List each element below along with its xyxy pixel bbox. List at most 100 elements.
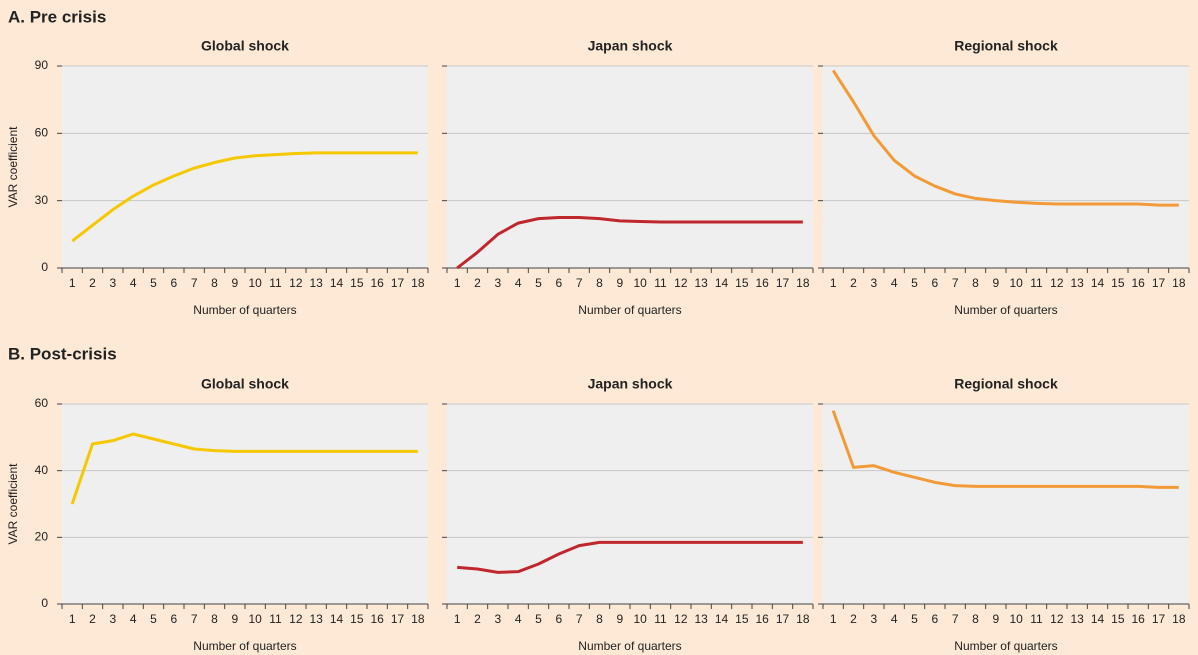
x-tick-label: 7 xyxy=(952,612,959,626)
x-tick-label: 1 xyxy=(454,612,461,626)
plot-area xyxy=(62,404,428,604)
x-tick-label: 11 xyxy=(1030,276,1043,290)
panel-title: Japan shock xyxy=(588,376,673,392)
x-tick-label: 12 xyxy=(674,276,688,290)
panel-title: Global shock xyxy=(201,38,289,54)
x-tick-label: 17 xyxy=(776,276,790,290)
x-tick-label: 6 xyxy=(931,612,938,626)
x-tick-label: 16 xyxy=(370,276,384,290)
section-title: A. Pre crisis xyxy=(8,7,106,26)
y-tick-label: 60 xyxy=(35,126,49,140)
y-tick-label: 60 xyxy=(35,396,49,410)
x-tick-label: 8 xyxy=(972,276,979,290)
x-tick-label: 8 xyxy=(211,276,218,290)
series-line xyxy=(831,69,1179,207)
x-tick-label: 17 xyxy=(391,612,405,626)
x-tick-label: 10 xyxy=(1009,276,1023,290)
x-tick-label: 14 xyxy=(1091,612,1105,626)
x-tick-label: 5 xyxy=(535,276,542,290)
x-tick-label: 18 xyxy=(796,276,810,290)
x-tick-label: 15 xyxy=(350,276,364,290)
x-tick-label: 10 xyxy=(1009,612,1023,626)
panel-title: Global shock xyxy=(201,376,289,392)
x-axis-label: Number of quarters xyxy=(193,639,296,653)
series-line xyxy=(70,432,418,505)
x-tick-label: 2 xyxy=(850,276,857,290)
x-tick-label: 13 xyxy=(1070,276,1084,290)
x-tick-label: 12 xyxy=(674,612,688,626)
x-tick-label: 8 xyxy=(596,612,603,626)
series-line xyxy=(71,151,418,243)
x-tick-label: 18 xyxy=(411,276,425,290)
x-tick-label: 6 xyxy=(170,612,177,626)
y-tick-label: 90 xyxy=(35,58,49,72)
x-tick-label: 18 xyxy=(411,612,425,626)
x-tick-label: 6 xyxy=(931,276,938,290)
x-tick-label: 1 xyxy=(830,276,837,290)
x-axis-label: Number of quarters xyxy=(954,639,1057,653)
x-tick-label: 4 xyxy=(891,612,898,626)
x-axis-label: Number of quarters xyxy=(578,303,681,317)
x-tick-label: 6 xyxy=(555,612,562,626)
x-tick-label: 6 xyxy=(555,276,562,290)
x-tick-label: 14 xyxy=(715,276,729,290)
x-tick-label: 3 xyxy=(494,276,501,290)
y-tick-label: 40 xyxy=(35,463,49,477)
x-tick-label: 9 xyxy=(616,612,623,626)
x-tick-label: 3 xyxy=(494,612,501,626)
x-tick-label: 7 xyxy=(952,276,959,290)
x-tick-label: 9 xyxy=(231,276,238,290)
x-tick-label: 10 xyxy=(633,612,647,626)
x-tick-label: 11 xyxy=(654,612,667,626)
x-tick-label: 11 xyxy=(654,276,667,290)
x-tick-label: 16 xyxy=(370,612,384,626)
x-tick-label: 3 xyxy=(109,276,116,290)
x-tick-label: 9 xyxy=(231,612,238,626)
x-axis-label: Number of quarters xyxy=(578,639,681,653)
plot-area xyxy=(823,404,1189,604)
x-tick-label: 11 xyxy=(1030,612,1043,626)
x-tick-label: 3 xyxy=(109,612,116,626)
x-tick-label: 17 xyxy=(1152,612,1166,626)
x-tick-label: 15 xyxy=(735,612,749,626)
x-tick-label: 8 xyxy=(972,612,979,626)
x-tick-label: 7 xyxy=(576,276,583,290)
x-tick-label: 3 xyxy=(870,612,877,626)
x-tick-label: 12 xyxy=(289,612,303,626)
x-tick-label: 10 xyxy=(248,276,262,290)
series-line xyxy=(457,540,803,574)
x-tick-label: 12 xyxy=(1050,612,1064,626)
x-tick-label: 7 xyxy=(191,276,198,290)
x-tick-label: 2 xyxy=(474,612,481,626)
plot-area xyxy=(447,404,813,604)
panel-title: Regional shock xyxy=(954,376,1058,392)
y-tick-label: 0 xyxy=(41,596,48,610)
x-tick-label: 7 xyxy=(191,612,198,626)
x-tick-label: 13 xyxy=(309,276,323,290)
x-tick-label: 1 xyxy=(454,276,461,290)
x-tick-label: 2 xyxy=(89,612,96,626)
x-tick-label: 4 xyxy=(515,276,522,290)
x-tick-label: 8 xyxy=(596,276,603,290)
x-tick-label: 15 xyxy=(735,276,749,290)
x-tick-label: 16 xyxy=(1131,612,1145,626)
x-tick-label: 4 xyxy=(130,612,137,626)
x-tick-label: 5 xyxy=(911,612,918,626)
x-tick-label: 9 xyxy=(992,276,999,290)
series-line xyxy=(831,410,1179,489)
x-tick-label: 1 xyxy=(69,276,76,290)
y-tick-label: 30 xyxy=(35,193,49,207)
x-tick-label: 9 xyxy=(992,612,999,626)
x-tick-label: 2 xyxy=(89,276,96,290)
x-tick-label: 14 xyxy=(330,276,344,290)
x-tick-label: 3 xyxy=(870,276,877,290)
x-tick-label: 18 xyxy=(796,612,810,626)
x-tick-label: 5 xyxy=(150,276,157,290)
x-axis-label: Number of quarters xyxy=(193,303,296,317)
x-tick-label: 2 xyxy=(850,612,857,626)
x-tick-label: 12 xyxy=(1050,276,1064,290)
x-tick-label: 18 xyxy=(1172,276,1186,290)
x-tick-label: 14 xyxy=(330,612,344,626)
x-tick-label: 15 xyxy=(350,612,364,626)
